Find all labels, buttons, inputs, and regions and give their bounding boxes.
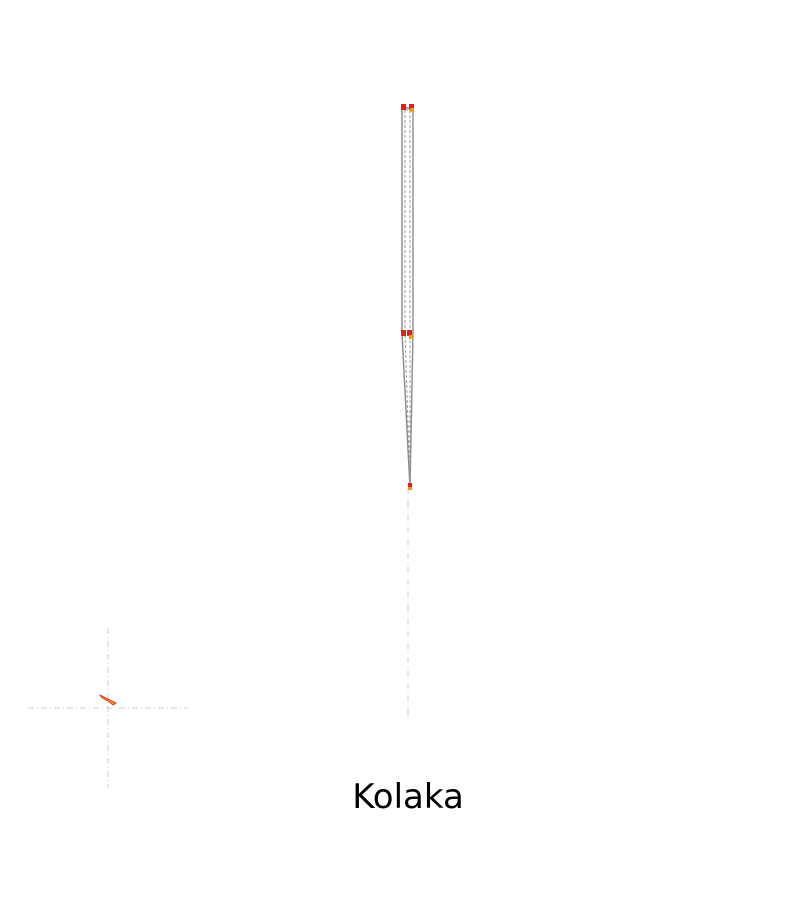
marker-mid-left bbox=[401, 330, 406, 336]
marker-mid-right bbox=[407, 330, 412, 336]
marker-top-left bbox=[401, 104, 406, 110]
marker-mid-accent bbox=[409, 335, 413, 339]
marker-bottom-accent bbox=[408, 487, 412, 490]
locator-shape bbox=[98, 693, 117, 706]
main-shape-inner-outline bbox=[404, 109, 411, 485]
marker-top-right-accent bbox=[410, 108, 414, 112]
region-label: Kolaka bbox=[352, 777, 464, 817]
locator-inset bbox=[28, 628, 188, 788]
marker-bottom bbox=[408, 483, 412, 488]
marker-top-right bbox=[409, 104, 414, 110]
main-shape-outline bbox=[401, 107, 414, 489]
main-shape bbox=[401, 104, 414, 490]
